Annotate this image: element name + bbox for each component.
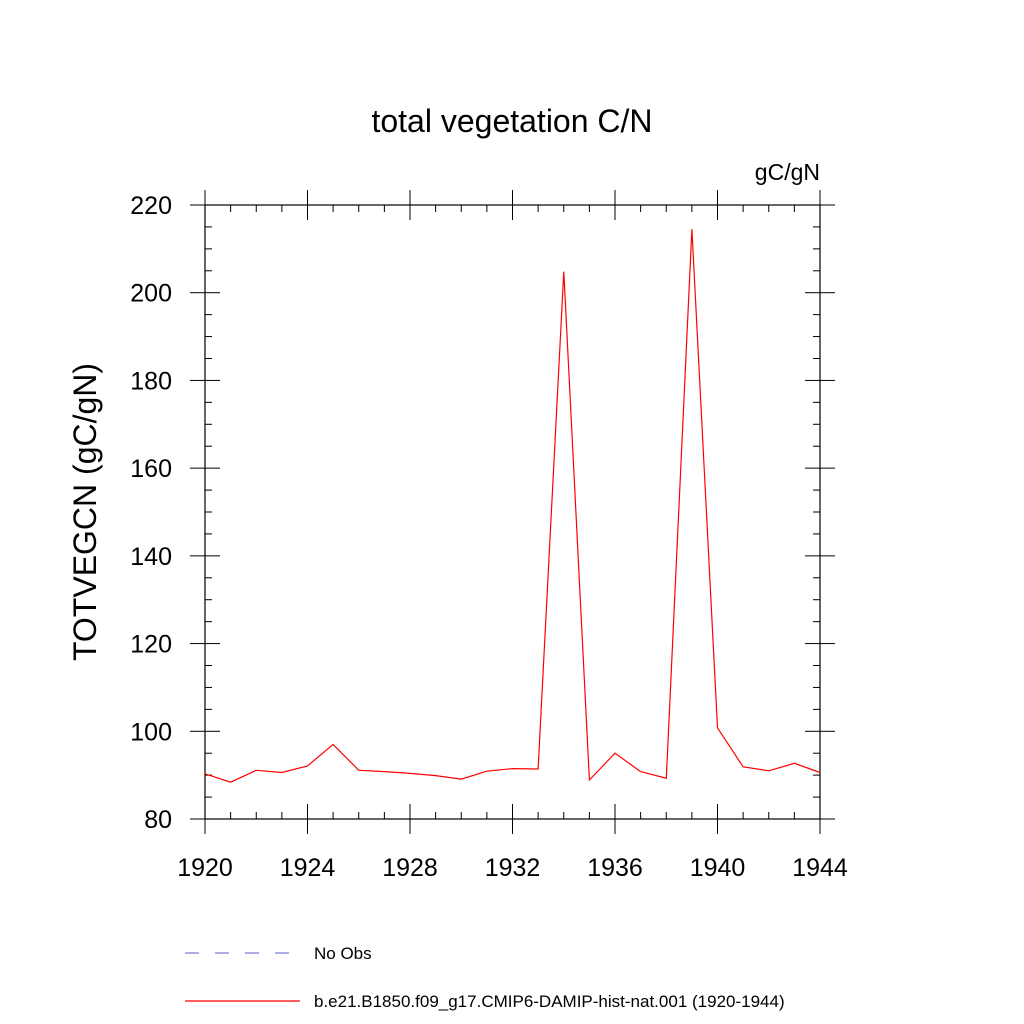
series-layer	[204, 229, 821, 783]
y-tick-label: 120	[130, 631, 172, 659]
legend-label-no-obs: No Obs	[314, 944, 372, 963]
x-tick-label: 1928	[382, 854, 438, 882]
chart-title: total vegetation C/N	[371, 103, 652, 139]
y-tick-label: 80	[144, 806, 172, 834]
units-label: gC/gN	[755, 159, 820, 185]
plot-frame	[204, 204, 821, 820]
x-tick-label: 1940	[690, 854, 746, 882]
series-line	[204, 229, 821, 783]
x-tick-label: 1920	[177, 854, 233, 882]
x-tick-label: 1936	[587, 854, 643, 882]
y-tick-label: 160	[130, 455, 172, 483]
y-tick-label: 200	[130, 280, 172, 308]
x-tick-label: 1924	[280, 854, 336, 882]
legend-label-model: b.e21.B1850.f09_g17.CMIP6-DAMIP-hist-nat…	[314, 992, 785, 1011]
axis-ticks	[190, 190, 835, 834]
y-tick-label: 140	[130, 543, 172, 571]
y-tick-label: 220	[130, 192, 172, 220]
y-tick-labels: 80 100 120 140 160 180 200 220	[130, 192, 172, 834]
y-axis-label: TOTVEGCN (gC/gN)	[67, 363, 103, 661]
legend: No Obs b.e21.B1850.f09_g17.CMIP6-DAMIP-h…	[185, 944, 785, 1011]
x-tick-label: 1944	[792, 854, 848, 882]
x-tick-label: 1932	[485, 854, 541, 882]
x-tick-labels: 1920 1924 1928 1932 1936 1940 1944	[177, 854, 848, 882]
y-tick-label: 100	[130, 718, 172, 746]
y-tick-label: 180	[130, 367, 172, 395]
